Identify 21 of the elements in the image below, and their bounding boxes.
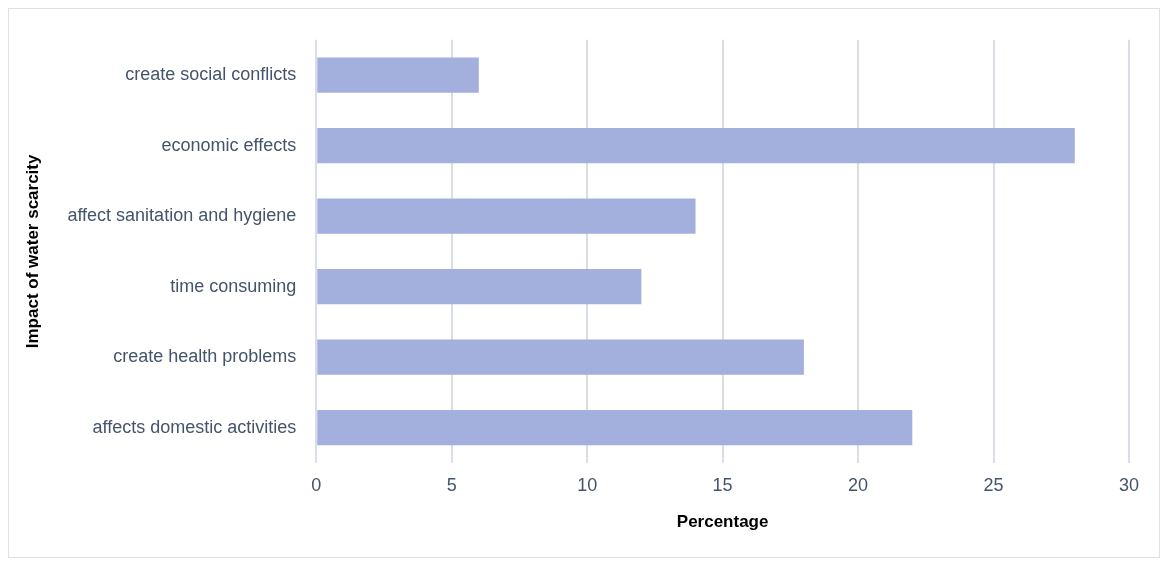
y-tick-label: create social conflicts <box>125 64 297 85</box>
y-tick-label: affects domestic activities <box>92 416 297 437</box>
x-tick-label: 10 <box>577 474 598 495</box>
bar <box>317 198 696 234</box>
bar <box>317 339 804 375</box>
y-axis-title: Impact of water scarcity <box>22 154 42 349</box>
y-tick-label: create health problems <box>113 346 297 367</box>
x-tick-label: 15 <box>712 474 733 495</box>
x-tick-label: 5 <box>446 474 457 495</box>
x-tick-label: 25 <box>983 474 1004 495</box>
bar <box>317 57 479 93</box>
x-tick-label: 20 <box>848 474 869 495</box>
bar <box>317 410 913 446</box>
y-tick-label: affect sanitation and hygiene <box>67 205 297 226</box>
bar <box>317 269 642 305</box>
x-tick-label: 0 <box>311 474 322 495</box>
bar <box>317 127 1075 164</box>
y-tick-label: economic effects <box>161 134 297 155</box>
x-axis-title: Percentage <box>676 512 769 532</box>
y-tick-label: time consuming <box>170 275 297 296</box>
x-tick-label: 30 <box>1118 474 1140 495</box>
